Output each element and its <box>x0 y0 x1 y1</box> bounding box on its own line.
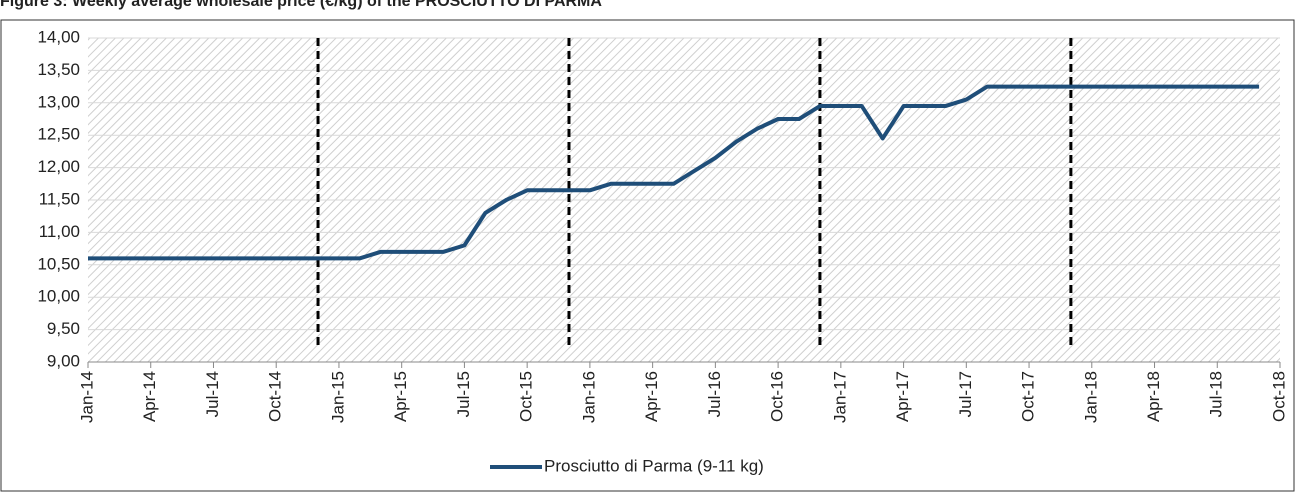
x-tick-label: Jan-15 <box>328 371 347 423</box>
x-tick-label: Jul-18 <box>1207 371 1226 417</box>
legend-label: Prosciutto di Parma (9-11 kg) <box>544 456 764 475</box>
chart-frame <box>0 19 1295 492</box>
y-tick-label: 14,00 <box>37 27 80 46</box>
x-tick-label: Oct-18 <box>1269 371 1288 422</box>
x-tick-label: Jul-15 <box>454 371 473 417</box>
x-tick-label: Jan-17 <box>830 371 849 423</box>
x-tick-label: Jan-16 <box>579 371 598 423</box>
y-tick-label: 11,00 <box>39 222 80 241</box>
x-tick-label: Jul-14 <box>203 371 222 417</box>
y-tick-label: 9,50 <box>47 319 80 338</box>
y-tick-label: 13,50 <box>37 60 80 79</box>
chart-title: Figure 3: Weekly average wholesale price… <box>0 0 602 10</box>
x-tick-label: Apr-17 <box>893 371 912 422</box>
y-tick-label: 10,00 <box>37 287 80 306</box>
y-tick-label: 12,50 <box>37 125 80 144</box>
x-tick-label: Apr-16 <box>642 371 661 422</box>
x-tick-label: Jan-18 <box>1081 371 1100 423</box>
y-tick-label: 11,50 <box>39 189 80 208</box>
x-tick-label: Oct-15 <box>517 371 536 422</box>
y-tick-label: 10,50 <box>37 254 80 273</box>
x-tick-label: Apr-15 <box>391 371 410 422</box>
x-tick-label: Oct-14 <box>266 371 285 422</box>
data-line <box>88 84 1260 261</box>
x-tick-label: Jul-16 <box>705 371 724 417</box>
x-tick-label: Apr-14 <box>140 371 159 422</box>
x-tick-label: Oct-17 <box>1019 371 1038 422</box>
y-tick-label: 12,00 <box>37 157 80 176</box>
x-tick-label: Apr-18 <box>1144 371 1163 422</box>
x-tick-label: Jul-17 <box>956 371 975 417</box>
x-tick-label: Oct-16 <box>768 371 787 422</box>
y-tick-label: 13,00 <box>37 92 80 111</box>
y-tick-label: 9,00 <box>47 351 80 370</box>
x-tick-label: Jan-14 <box>77 371 96 423</box>
